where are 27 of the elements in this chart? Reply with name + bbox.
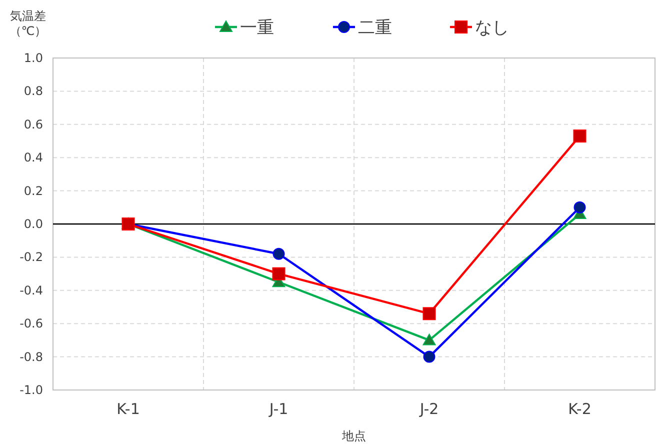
y-tick-label: 0.6 (24, 117, 43, 132)
y-tick-label: 0.2 (24, 184, 43, 198)
point (422, 307, 436, 320)
y-tick-label: 1.0 (24, 51, 43, 65)
y-axis-title: 気温差（℃） (9, 9, 47, 38)
point (272, 267, 286, 280)
legend-label: 二重 (358, 18, 392, 38)
y-tick-label: 0.8 (24, 84, 43, 98)
y-tick-label: 0.0 (24, 217, 43, 231)
y-tick-label: -1.0 (20, 383, 43, 397)
y-tick-label: -0.6 (20, 316, 43, 331)
x-tick-label: K-2 (568, 400, 592, 418)
y-tick-label: -0.4 (20, 283, 43, 298)
x-axis-title: 地点 (341, 429, 366, 443)
x-tick-label: J-1 (268, 400, 288, 418)
point (423, 350, 436, 363)
legend-label: 一重 (240, 18, 274, 38)
point (272, 248, 285, 260)
x-tick-label: K-1 (116, 400, 140, 418)
point (574, 201, 586, 214)
x-tick-label: J-2 (418, 400, 439, 418)
point (573, 130, 586, 143)
y-tick-label: 0.4 (24, 150, 43, 165)
y-tick-label: -0.2 (20, 250, 43, 264)
y-tick-label: -0.8 (20, 350, 43, 364)
point (422, 334, 436, 346)
legend-label: なし (475, 18, 509, 38)
